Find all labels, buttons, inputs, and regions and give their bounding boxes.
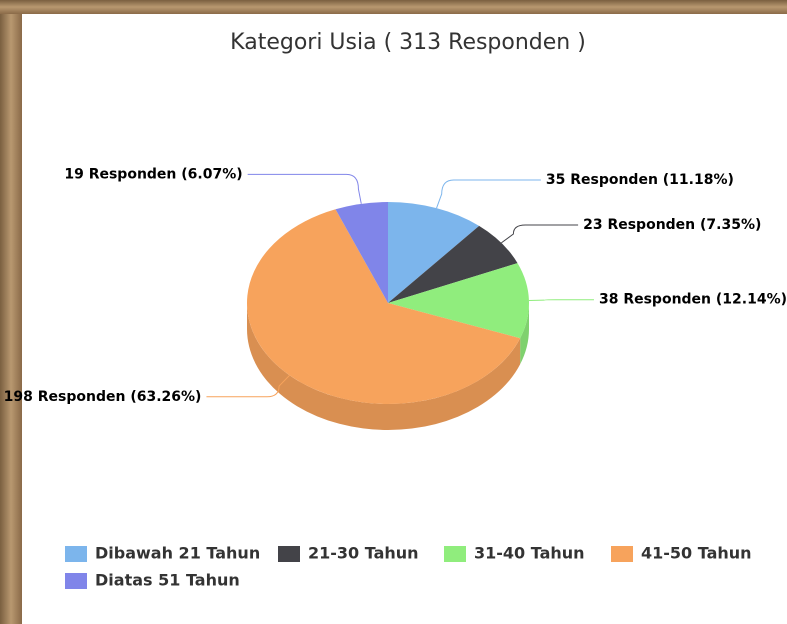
- pie-side: [247, 303, 521, 431]
- chart-title: Kategori Usia ( 313 Responden ): [230, 30, 586, 55]
- legend-label: 41-50 Tahun: [641, 544, 752, 563]
- pie-slice: [246, 209, 521, 404]
- data-label: 23 Responden (7.35%): [583, 217, 761, 233]
- connector: [436, 179, 541, 209]
- legend-swatch: [65, 546, 87, 562]
- pie-slice: [388, 202, 480, 303]
- pie-slice: [388, 225, 518, 303]
- legend-label: Diatas 51 Tahun: [95, 571, 240, 590]
- frame: [0, 0, 22, 624]
- connector: [528, 299, 594, 301]
- legend-swatch: [444, 546, 466, 562]
- pie-side: [520, 303, 529, 365]
- connector: [501, 224, 579, 244]
- connector: [247, 173, 362, 204]
- data-label: 198 Responden (63.26%): [4, 389, 202, 405]
- legend-swatch: [65, 573, 87, 589]
- frame: [0, 0, 787, 14]
- legend-label: 31-40 Tahun: [474, 544, 585, 563]
- pie-slice: [335, 202, 388, 303]
- legend-swatch: [611, 546, 633, 562]
- legend-swatch: [278, 546, 300, 562]
- data-label: 19 Responden (6.07%): [64, 166, 242, 182]
- data-label: 38 Responden (12.14%): [599, 292, 787, 308]
- data-label: 35 Responden (11.18%): [546, 172, 734, 188]
- pie-slice: [388, 263, 529, 339]
- legend-label: 21-30 Tahun: [308, 544, 419, 563]
- legend-label: Dibawah 21 Tahun: [95, 544, 260, 563]
- connector: [206, 374, 290, 398]
